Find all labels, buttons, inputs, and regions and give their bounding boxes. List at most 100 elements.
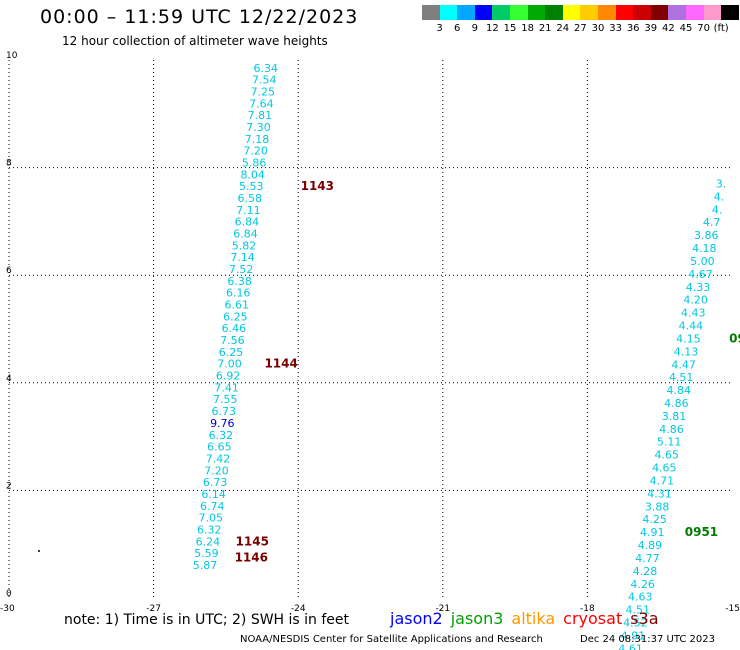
legend-label: 15 <box>503 23 517 34</box>
wave-height-label: 4.67 <box>688 268 713 281</box>
wave-height-label: 4.51 <box>626 604 651 617</box>
wave-height-label: 6.38 <box>227 275 252 288</box>
wave-height-label: 5.59 <box>194 547 219 560</box>
wave-height-label: 7.11 <box>236 204 261 217</box>
wave-height-label: 4.86 <box>659 423 684 436</box>
wave-height-label: 6.73 <box>203 476 228 489</box>
pass-time-label: 1143 <box>301 179 334 193</box>
wave-height-label: 4.51 <box>669 371 694 384</box>
wave-height-label: 6.32 <box>197 523 222 536</box>
legend-swatch <box>686 5 704 20</box>
legend-swatch <box>650 5 669 20</box>
wave-height-label: 6.84 <box>235 216 260 229</box>
wave-height-label: 8.04 <box>240 168 265 181</box>
x-tick-label: -18 <box>580 604 595 614</box>
wave-height-label: 6.14 <box>201 488 226 501</box>
wave-height-label: 4.31 <box>647 487 672 500</box>
legend-label: 12 <box>486 23 499 34</box>
wave-height-label: 4.20 <box>683 294 708 307</box>
satellite-jason2: jason2 <box>390 609 443 628</box>
wave-height-label: 5.00 <box>690 255 715 268</box>
wave-height-label: 4.61 <box>618 642 643 650</box>
wave-height-label: 6.61 <box>225 299 250 312</box>
wave-height-label: 4.25 <box>642 513 667 526</box>
map-marks <box>38 550 40 552</box>
wave-height-label: 7.81 <box>248 109 273 122</box>
wave-height-label: 4.91 <box>621 629 646 642</box>
x-tick-label: -15 <box>725 604 740 614</box>
legend-swatch <box>439 5 458 20</box>
legend-label: 9 <box>471 23 478 34</box>
legend-label: 30 <box>591 23 605 34</box>
wave-height-label: 3.86 <box>694 229 719 242</box>
legend-label: 33 <box>609 23 622 34</box>
wave-height-label: 5.86 <box>242 157 267 170</box>
map-dot-mark <box>38 550 40 552</box>
wave-height-label: 4.7 <box>703 216 721 229</box>
legend-label: 6 <box>454 23 461 34</box>
wave-height-label: 4.77 <box>635 552 660 565</box>
legend-swatch <box>474 5 493 20</box>
units-note: note: 1) Time is in UTC; 2) SWH is in fe… <box>64 612 350 628</box>
wave-height-label: 5.82 <box>232 239 257 252</box>
y-tick-label: 10 <box>6 51 18 61</box>
wave-height-label: 4.44 <box>679 320 704 333</box>
wave-height-label: 7.55 <box>213 393 238 406</box>
wave-height-label: 6.73 <box>212 405 237 418</box>
wave-height-label: 4.86 <box>664 397 689 410</box>
wave-height-label: 4.33 <box>686 281 711 294</box>
credit-line: NOAA/NESDIS Center for Satellite Applica… <box>240 634 543 645</box>
satellite-altika: altika <box>511 609 556 628</box>
legend-label: 45 <box>679 23 693 34</box>
wave-height-label: 7.42 <box>206 452 231 465</box>
legend-label: 18 <box>521 23 534 34</box>
wave-height-label: 7.52 <box>229 263 254 276</box>
wave-height-label: 5.11 <box>657 436 682 449</box>
satellite-s3a: s3a <box>630 609 659 628</box>
wave-height-label: 6.25 <box>219 346 244 359</box>
wave-height-label: 4. <box>714 190 725 203</box>
wave-height-label: 6.34 <box>253 62 278 75</box>
wave-height-label: 6.25 <box>223 310 248 323</box>
satellite-jason3: jason3 <box>450 609 504 628</box>
satellite-pass-2: 3.4.4.4.73.864.185.004.674.334.204.434.4… <box>618 178 740 650</box>
pass-time-label: 09 <box>729 331 740 345</box>
legend-swatch <box>633 5 652 20</box>
wave-height-label: 4.43 <box>681 307 706 320</box>
wave-height-label: 7.54 <box>252 74 277 87</box>
wave-height-label: 7.18 <box>245 133 270 146</box>
wave-height-label: 6.16 <box>226 287 251 300</box>
wave-height-label: 6.92 <box>216 370 241 383</box>
y-tick-label: 6 <box>6 266 12 276</box>
pass-time-label: 1146 <box>235 550 268 564</box>
wave-height-label: 7.05 <box>199 512 224 525</box>
wave-height-label: 5.53 <box>239 180 264 193</box>
wave-height-label: 6.74 <box>200 500 225 513</box>
wave-height-label: 6.46 <box>222 322 247 335</box>
wave-height-label: 7.00 <box>217 358 242 371</box>
legend-label: 3 <box>436 23 443 34</box>
wave-height-label: 6.32 <box>209 429 234 442</box>
wave-height-label: 4.91 <box>640 526 665 539</box>
wave-height-label: 7.64 <box>249 97 274 110</box>
legend-swatch <box>668 5 687 20</box>
wave-height-label: 6.58 <box>238 192 263 205</box>
wave-height-label: 7.30 <box>246 121 271 134</box>
wave-height-label: 4.47 <box>671 358 696 371</box>
legend-swatch <box>580 5 599 20</box>
y-tick-label: 4 <box>6 374 12 384</box>
x-tick-label: -21 <box>435 604 450 614</box>
wave-height-label: 6.65 <box>207 441 232 454</box>
wave-height-label: 7.25 <box>251 86 276 99</box>
wave-height-label: 3. <box>716 178 727 191</box>
pass-time-label: 1144 <box>264 357 297 371</box>
legend-label: 42 <box>662 23 675 34</box>
wave-height-label: 7.14 <box>230 251 255 264</box>
wave-height-label: 4.52 <box>623 617 648 630</box>
wave-height-label: 5.87 <box>193 559 218 572</box>
legend-swatch <box>510 5 528 20</box>
pass-time-label: 0951 <box>685 525 718 539</box>
wave-height-label: 7.41 <box>214 381 239 394</box>
wave-height-label: 4.89 <box>638 539 663 552</box>
page-title: 00:00 – 11:59 UTC 12/22/2023 <box>40 6 359 28</box>
